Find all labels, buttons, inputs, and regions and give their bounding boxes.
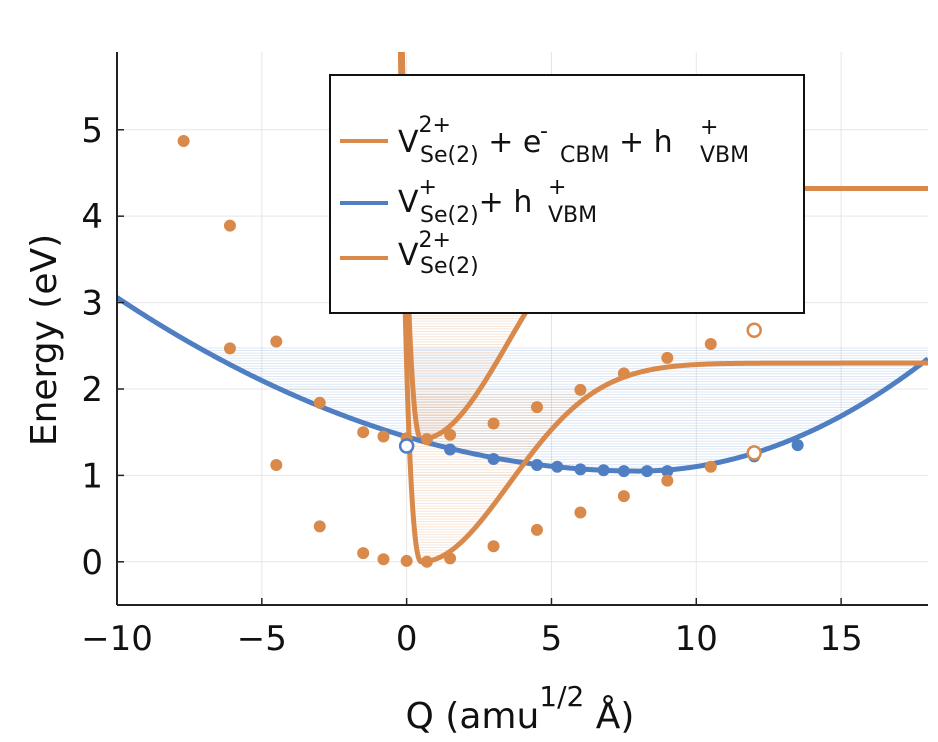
marker-upper <box>313 396 326 409</box>
marker-middle <box>617 465 630 478</box>
marker-lower <box>377 553 390 566</box>
y-tick-label: 5 <box>81 111 103 151</box>
x-axis-label-main: Q (amu <box>406 696 540 737</box>
marker-middle <box>597 464 610 477</box>
legend-box <box>329 74 805 314</box>
marker-upper <box>177 134 190 147</box>
x-tick-label: 15 <box>819 619 862 659</box>
marker-upper <box>530 401 543 414</box>
legend-lower-sub1: Se(2) <box>420 254 479 279</box>
legend-upper-sub2: CBM <box>560 143 609 168</box>
y-tick-label: 4 <box>81 197 103 237</box>
legend-middle-sub1: Se(2) <box>420 203 479 228</box>
x-tick-label: −5 <box>237 619 287 659</box>
marker-upper <box>487 417 500 430</box>
legend-lower-sup1: 2+ <box>419 228 451 253</box>
marker-middle <box>661 465 674 478</box>
legend-upper-v: V <box>398 125 419 160</box>
marker-upper <box>444 428 457 441</box>
marker-upper <box>661 351 674 364</box>
x-axis-label: Q (amu1/2 Å) <box>406 680 635 737</box>
marker-middle <box>487 452 500 465</box>
marker-middle <box>641 465 654 478</box>
x-axis-label-tail: Å) <box>584 694 634 737</box>
marker-lower <box>530 523 543 536</box>
x-tick-label: 0 <box>396 619 418 659</box>
marker-upper <box>357 426 370 439</box>
marker-upper <box>223 219 236 232</box>
legend-middle-plus1: + h <box>479 185 533 220</box>
legend-entry-upper: V2+ Se(2) + e-CBM + h + VBM <box>398 113 749 168</box>
legend-entry-lower: V2+ Se(2) <box>398 228 479 279</box>
y-tick-label: 0 <box>81 543 103 583</box>
open-marker-upper <box>746 322 762 338</box>
legend-upper-sup2: - <box>540 119 548 144</box>
legend-upper-plus2: + h <box>609 125 672 160</box>
y-axis-label: Energy (eV) <box>24 234 65 446</box>
tick-labels: −10 −5 0 5 10 15 0 1 2 3 4 5 <box>81 111 863 659</box>
axes <box>116 52 928 606</box>
marker-lower <box>661 474 674 487</box>
open-marker-lower <box>746 445 762 461</box>
legend-upper-sup3: + <box>700 115 718 140</box>
marker-lower <box>270 459 283 472</box>
marker-middle <box>444 443 457 456</box>
marker-lower <box>617 490 630 503</box>
marker-upper <box>420 433 433 446</box>
marker-lower <box>357 547 370 560</box>
legend-upper-sup1: 2+ <box>419 113 451 138</box>
data-markers <box>177 134 804 568</box>
marker-middle <box>574 463 587 476</box>
x-axis-label-sup: 1/2 <box>539 680 584 713</box>
legend-middle-sub2: VBM <box>548 203 597 228</box>
marker-upper <box>377 430 390 443</box>
legend-upper-plus1: + e <box>479 125 542 160</box>
energy-level-bands <box>199 271 928 562</box>
marker-lower <box>574 506 587 519</box>
legend-upper-sub3: VBM <box>700 143 749 168</box>
x-tick-label: 10 <box>675 619 718 659</box>
marker-middle <box>791 439 804 452</box>
marker-lower <box>420 555 433 568</box>
marker-lower <box>444 552 457 565</box>
marker-upper <box>574 383 587 396</box>
marker-lower <box>487 540 500 553</box>
marker-middle <box>551 460 564 473</box>
curve-lower <box>397 52 928 565</box>
y-tick-label: 3 <box>81 284 103 324</box>
legend-upper-sub1: Se(2) <box>420 143 479 168</box>
marker-upper <box>270 335 283 348</box>
open-marker-middle <box>398 438 415 454</box>
x-tick-label: 5 <box>541 619 563 659</box>
marker-lower <box>704 460 717 473</box>
marker-lower <box>400 554 413 567</box>
legend-middle-sup2: + <box>548 175 566 200</box>
marker-lower <box>313 520 326 533</box>
x-tick-label: −10 <box>81 619 153 659</box>
y-tick-label: 2 <box>81 370 103 410</box>
marker-upper <box>617 367 630 380</box>
legend-entry-middle: V+ Se(2)+ h + VBM <box>398 175 597 228</box>
marker-upper <box>704 338 717 351</box>
legend: V2+ Se(2) + e-CBM + h + VBM V+ Se(2)+ h + VBM … <box>329 74 805 314</box>
legend-lower-v: V <box>398 238 419 273</box>
legend-middle-v: V <box>398 185 419 220</box>
legend-middle-sup1: + <box>419 175 437 200</box>
y-tick-label: 1 <box>81 456 103 496</box>
marker-middle <box>530 459 543 472</box>
marker-lower <box>223 342 236 355</box>
